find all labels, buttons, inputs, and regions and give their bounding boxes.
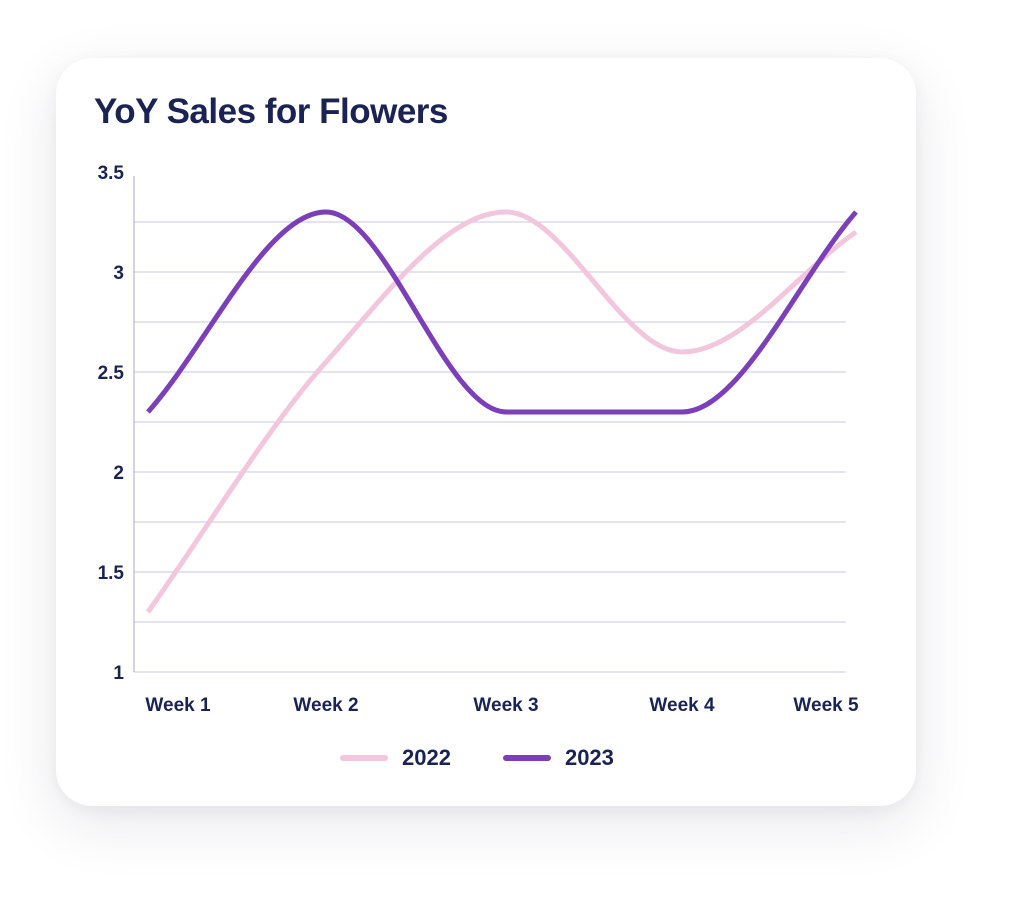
legend-swatch-2022 (340, 755, 388, 761)
legend-item-2023: 2023 (502, 745, 614, 771)
chart-card (56, 58, 916, 806)
x-tick-label: Week 3 (473, 695, 538, 716)
series-line-2023 (146, 209, 858, 415)
y-tick-label: 3.5 (98, 163, 125, 184)
legend-swatch-2023 (502, 755, 551, 761)
y-tick-label: 2.5 (98, 363, 125, 384)
chart-title: YoY Sales for Flowers (94, 92, 448, 131)
x-tick-label: Week 4 (649, 695, 715, 716)
grid (134, 221, 846, 673)
series-lines (145, 209, 858, 614)
legend: 2022 2023 (340, 745, 614, 771)
x-tick-label: Week 2 (293, 695, 358, 716)
x-axis-ticks: Week 1 Week 2 Week 3 Week 4 Week 5 (145, 695, 859, 716)
legend-label-2023: 2023 (564, 745, 614, 770)
y-tick-label: 2 (113, 463, 124, 484)
series-line-2022 (145, 209, 858, 614)
y-tick-label: 1 (113, 663, 124, 684)
y-axis-ticks: 1 1.5 2 2.5 3 3.5 (98, 163, 125, 684)
y-tick-label: 1.5 (98, 563, 125, 584)
x-tick-label: Week 5 (793, 695, 859, 716)
legend-item-2022: 2022 (340, 745, 451, 771)
x-tick-label: Week 1 (145, 695, 211, 716)
legend-label-2022: 2022 (402, 745, 451, 770)
y-tick-label: 3 (113, 263, 124, 284)
